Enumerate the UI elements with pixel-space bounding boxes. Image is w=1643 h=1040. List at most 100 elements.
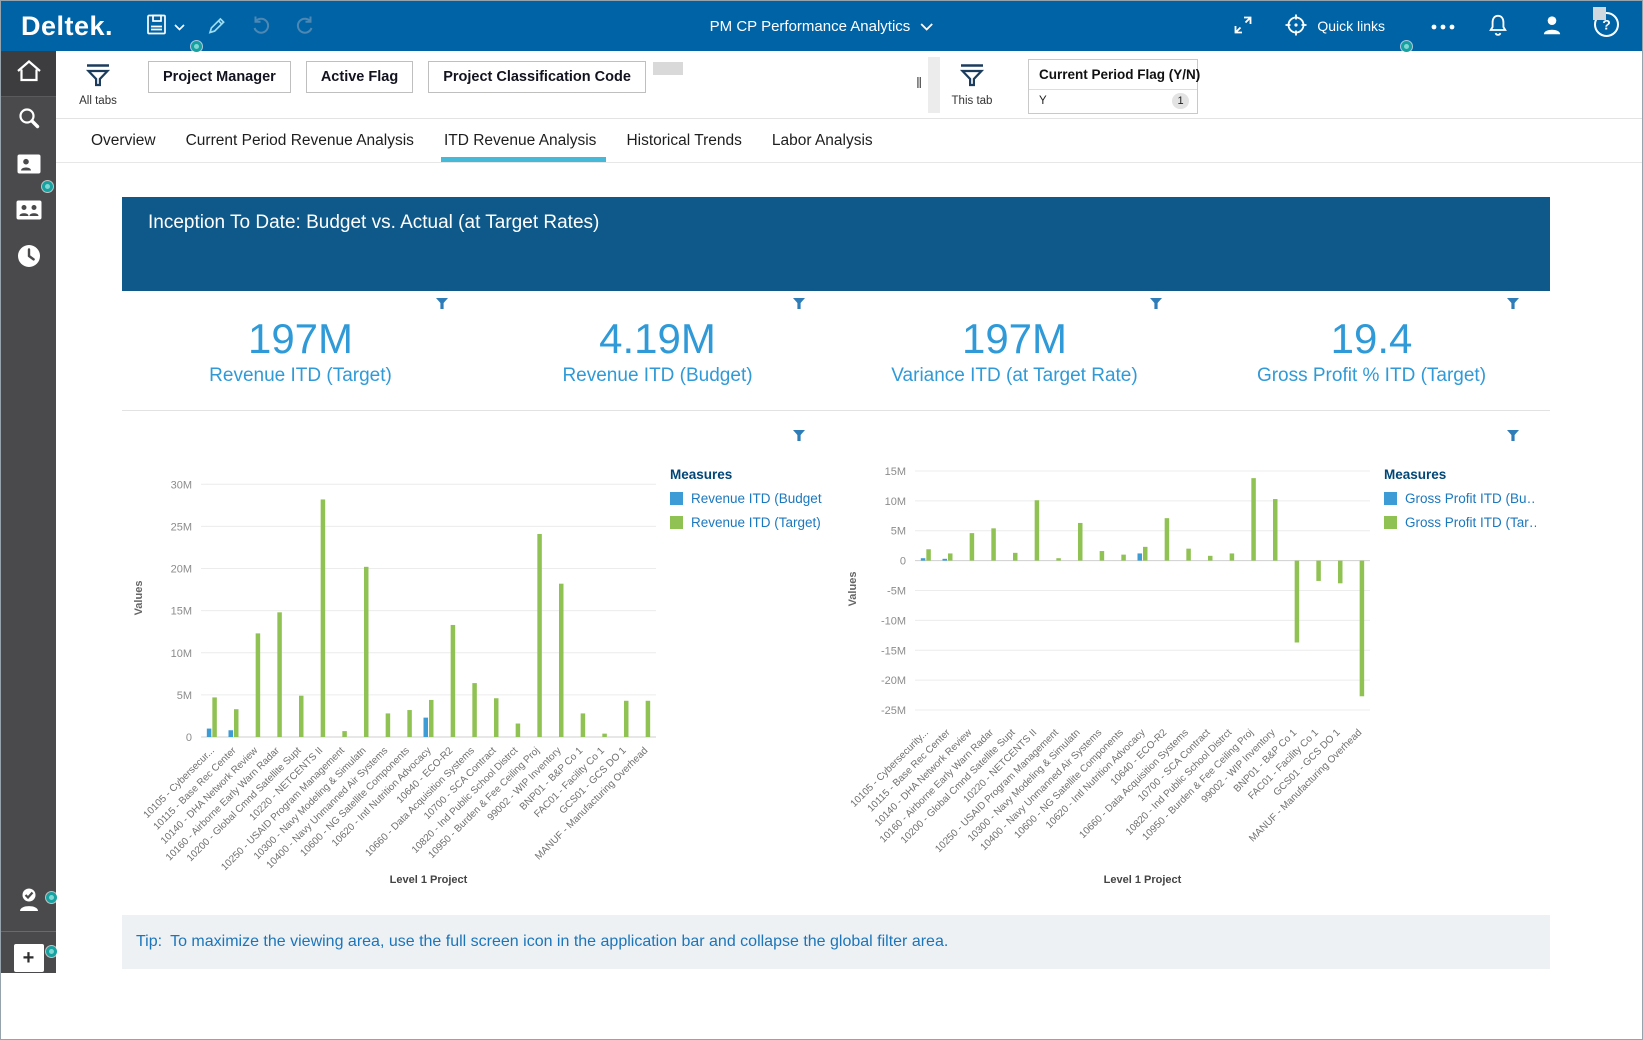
bar[interactable]	[1338, 560, 1343, 584]
notifications-bell-icon	[1485, 12, 1511, 41]
bar[interactable]	[212, 697, 217, 737]
bar[interactable]	[429, 699, 434, 737]
global-filter-button[interactable]: Active Flag	[305, 61, 414, 93]
bar[interactable]	[1294, 560, 1300, 643]
bar[interactable]	[920, 558, 926, 561]
undo-button[interactable]	[249, 1, 273, 51]
help-button[interactable]: ?	[1593, 1, 1620, 51]
quick-links-button[interactable]: Quick links	[1283, 1, 1385, 51]
chevron-down-icon	[174, 19, 185, 34]
edit-button[interactable]	[205, 1, 229, 51]
chevron-down-icon	[920, 18, 933, 35]
bar[interactable]	[1316, 560, 1321, 581]
bar[interactable]	[407, 710, 412, 737]
bar[interactable]	[206, 728, 212, 737]
bar[interactable]	[624, 700, 629, 737]
bar[interactable]	[1251, 478, 1256, 561]
bar[interactable]	[645, 700, 651, 737]
sidebar-item-search[interactable]	[1, 97, 56, 143]
filter-splitter-handle[interactable]: ‖	[916, 75, 924, 92]
bar[interactable]	[1121, 554, 1126, 561]
plus-icon: +	[22, 947, 35, 969]
fullscreen-button[interactable]	[1231, 1, 1255, 51]
filter-funnel-icon[interactable]	[792, 297, 806, 315]
legend-item[interactable]: Revenue ITD (Target)	[670, 515, 822, 530]
bar[interactable]	[423, 717, 429, 737]
bar[interactable]	[494, 698, 499, 737]
bar[interactable]	[559, 583, 564, 737]
sidebar-item-my-projects[interactable]	[1, 143, 56, 189]
sidebar-item-profile-status[interactable]	[1, 879, 56, 925]
add-button[interactable]: +	[13, 944, 44, 972]
bar[interactable]	[385, 713, 391, 737]
bar[interactable]	[1078, 522, 1083, 561]
bar[interactable]	[450, 624, 456, 737]
bar[interactable]	[364, 566, 369, 737]
current-period-flag-filter[interactable]: Current Period Flag (Y/N) Y 1	[1028, 59, 1200, 114]
filter-funnel-icon[interactable]	[1506, 297, 1520, 315]
tip-prefix: Tip:	[136, 933, 163, 950]
bar[interactable]	[1229, 553, 1235, 561]
legend-item[interactable]: Gross Profit ITD (Tar…	[1384, 515, 1536, 530]
legend-swatch	[1384, 516, 1397, 529]
all-tabs-filter[interactable]: All tabs	[70, 63, 126, 107]
filter-funnel-icon[interactable]	[1506, 429, 1520, 447]
bar[interactable]	[969, 533, 975, 561]
tab-current-period-revenue-analysis[interactable]: Current Period Revenue Analysis	[186, 119, 414, 162]
bar[interactable]	[1056, 558, 1061, 561]
legend-item[interactable]: Gross Profit ITD (Bu…	[1384, 491, 1536, 506]
bar[interactable]	[1359, 560, 1365, 697]
bar[interactable]	[1137, 553, 1143, 561]
global-filter-bar: All tabs Project Manager Active Flag Proje…	[56, 51, 1642, 119]
filter-funnel-icon[interactable]	[1149, 297, 1163, 315]
bar[interactable]	[342, 731, 347, 737]
legend-item[interactable]: Revenue ITD (Budget)	[670, 491, 822, 506]
user-button[interactable]	[1539, 1, 1565, 51]
tab-itd-revenue-analysis[interactable]: ITD Revenue Analysis	[440, 119, 607, 162]
bar[interactable]	[1186, 548, 1191, 561]
bar[interactable]	[515, 723, 521, 737]
tab-labor-analysis[interactable]: Labor Analysis	[772, 119, 873, 162]
sidebar-item-history[interactable]	[1, 235, 56, 281]
more-button[interactable]	[1429, 1, 1457, 51]
tab-historical-trends[interactable]: Historical Trends	[626, 119, 741, 162]
bar[interactable]	[1208, 555, 1213, 561]
bar[interactable]	[1273, 499, 1278, 561]
kpi-value: 197M	[247, 315, 354, 362]
bar[interactable]	[234, 709, 239, 737]
bar[interactable]	[1164, 518, 1170, 561]
bar[interactable]	[299, 695, 304, 737]
bar[interactable]	[537, 533, 542, 737]
bar[interactable]	[228, 730, 234, 737]
bar[interactable]	[1143, 546, 1148, 561]
bar[interactable]	[926, 549, 931, 561]
global-filter-button[interactable]: Project Classification Code	[428, 61, 646, 93]
bar[interactable]	[948, 553, 953, 561]
save-button[interactable]	[145, 1, 185, 51]
bar[interactable]	[320, 499, 326, 737]
tab-overview[interactable]: Overview	[91, 119, 156, 162]
sidebar-item-home[interactable]	[1, 51, 56, 97]
bar[interactable]	[1099, 551, 1105, 561]
svg-text:Level 1 Project: Level 1 Project	[390, 874, 468, 886]
sidebar-item-contacts[interactable]	[1, 189, 56, 235]
gross-profit-bar-chart[interactable]: 15M10M5M0-5M-10M-15M-20M-25MValues10105 …	[840, 437, 1385, 889]
dashboard-title-menu[interactable]: PM CP Performance Analytics	[710, 18, 934, 35]
bar[interactable]	[602, 733, 607, 737]
this-tab-filter[interactable]: This tab	[942, 63, 1002, 107]
bar[interactable]	[255, 633, 261, 737]
bar[interactable]	[472, 683, 477, 737]
bar[interactable]	[1034, 500, 1040, 561]
bar[interactable]	[277, 612, 282, 737]
bar[interactable]	[580, 713, 586, 737]
filter-funnel-icon[interactable]	[792, 429, 806, 447]
global-filter-button[interactable]: Project Manager	[148, 61, 291, 93]
svg-text:5M: 5M	[177, 690, 192, 702]
notifications-button[interactable]	[1485, 1, 1511, 51]
bar[interactable]	[942, 558, 948, 561]
bar[interactable]	[1013, 552, 1018, 561]
redo-button[interactable]	[293, 1, 317, 51]
bar[interactable]	[991, 528, 996, 561]
filter-funnel-icon[interactable]	[435, 297, 449, 315]
